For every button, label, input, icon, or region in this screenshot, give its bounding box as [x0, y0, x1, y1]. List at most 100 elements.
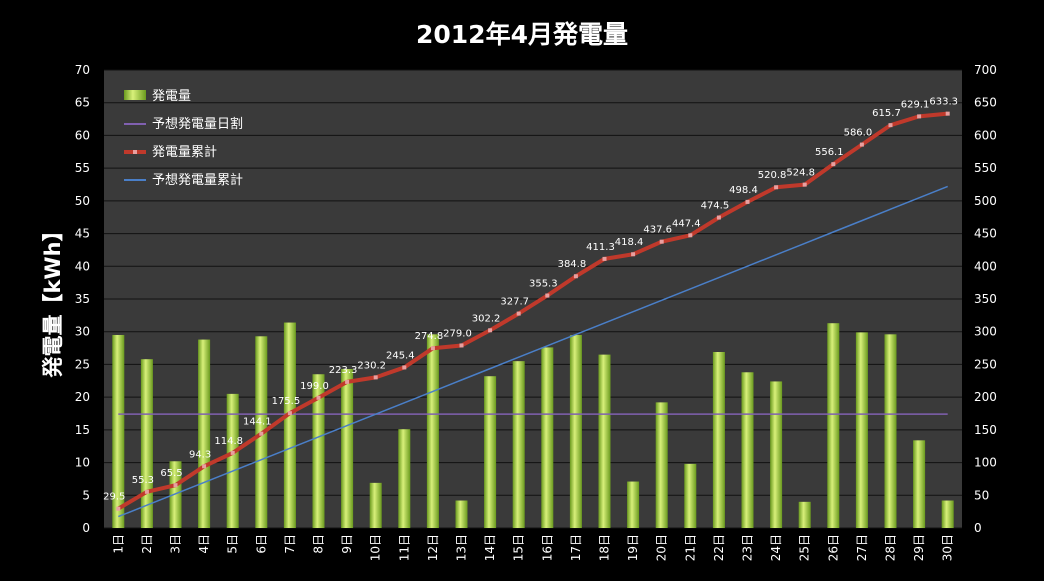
bar: [341, 369, 354, 528]
series-line-expected-cumulative: [118, 185, 948, 518]
data-label: 279.0: [443, 328, 472, 339]
bar: [598, 354, 611, 528]
bar: [655, 402, 668, 528]
right-tick-label: 100: [974, 456, 997, 470]
data-label: 629.1: [901, 99, 930, 110]
x-axis-ticks: 1日 2日 3日 4日 5日 6日 7日 8日 9日 10日 11日 12日 13日 14日 15日 16日 1…: [111, 534, 954, 561]
bar: [569, 334, 582, 528]
right-tick-label: 600: [974, 128, 997, 142]
gridlines: [104, 69, 962, 529]
x-tick-label: 2日: [140, 534, 154, 554]
cumulative-point: [745, 199, 750, 204]
x-tick-label: 30日: [941, 534, 955, 561]
x-tick-label: 1日: [111, 534, 125, 554]
bar: [627, 481, 640, 528]
x-tick-label: 13日: [455, 534, 469, 561]
data-label: 633.3: [929, 97, 958, 108]
cumulative-point: [516, 311, 521, 316]
x-tick-label: 7日: [283, 534, 297, 554]
cumulative-point: [259, 431, 264, 436]
right-tick-label: 0: [974, 521, 982, 535]
x-tick-label: 25日: [798, 534, 812, 561]
cumulative-point: [774, 185, 779, 190]
x-tick-label: 6日: [254, 534, 268, 554]
bar: [198, 339, 211, 528]
x-tick-label: 15日: [512, 534, 526, 561]
legend-label: 発電量累計: [152, 144, 217, 160]
data-label: 384.8: [558, 259, 587, 270]
bar: [512, 361, 525, 528]
bar: [712, 351, 725, 528]
legend-label: 発電量: [152, 89, 191, 104]
bar: [283, 322, 296, 528]
data-label: 411.3: [586, 242, 615, 253]
data-label: 302.2: [472, 313, 501, 324]
left-tick-label: 60: [75, 128, 90, 142]
data-label: 498.4: [729, 185, 758, 196]
cumulative-point: [345, 379, 350, 384]
data-label: 199.0: [300, 381, 329, 392]
left-tick-label: 30: [75, 325, 90, 339]
x-tick-label: 21日: [683, 534, 697, 561]
cumulative-point: [716, 215, 721, 220]
right-tick-label: 150: [974, 423, 997, 437]
data-label: 615.7: [872, 108, 901, 119]
x-tick-label: 8日: [312, 534, 326, 554]
cumulative-point: [173, 483, 178, 488]
bar: [312, 374, 325, 528]
x-tick-label: 26日: [826, 534, 840, 561]
left-tick-label: 15: [75, 423, 90, 437]
cumulative-point: [688, 233, 693, 238]
cumulative-point: [316, 395, 321, 400]
x-tick-label: 20日: [655, 534, 669, 561]
bar: [827, 323, 840, 528]
bar: [855, 332, 868, 528]
data-label: 29.5: [103, 492, 125, 503]
left-tick-label: 10: [75, 456, 90, 470]
bar: [941, 500, 954, 528]
left-axis-ticks: 0 5 10 15 20 25 30 35 40 45 50 55 60 65 70: [75, 63, 90, 535]
x-tick-label: 24日: [769, 534, 783, 561]
data-label: 223.3: [329, 365, 358, 376]
bar: [140, 359, 153, 528]
left-tick-label: 25: [75, 357, 90, 371]
bar: [455, 500, 468, 528]
right-tick-label: 650: [974, 96, 997, 110]
data-label: 447.4: [672, 218, 701, 229]
right-axis-ticks: 0 50 100 150 200 250 300 350 400 450 500 550 600 650 7…: [974, 63, 997, 535]
cumulative-point: [888, 123, 893, 128]
x-tick-label: 12日: [426, 534, 440, 561]
right-tick-label: 400: [974, 259, 997, 273]
cumulative-point: [859, 142, 864, 147]
data-label: 55.3: [132, 475, 154, 486]
data-label: 65.5: [160, 468, 182, 479]
left-tick-label: 5: [82, 488, 90, 502]
data-label: 327.7: [500, 297, 529, 308]
right-tick-label: 450: [974, 227, 997, 241]
cumulative-point: [659, 239, 664, 244]
data-label: 94.3: [189, 449, 211, 460]
right-tick-label: 50: [974, 488, 989, 502]
bar: [770, 381, 783, 528]
data-label: 114.8: [214, 436, 243, 447]
data-label: 144.1: [243, 417, 272, 428]
left-tick-label: 0: [82, 521, 90, 535]
x-tick-label: 4日: [197, 534, 211, 554]
cumulative-point: [373, 375, 378, 380]
bar: [369, 482, 382, 528]
series-line-cumulative: [117, 111, 948, 511]
x-tick-label: 23日: [741, 534, 755, 561]
left-tick-label: 50: [75, 194, 90, 208]
bar-series: [112, 322, 954, 528]
x-tick-label: 18日: [598, 534, 612, 561]
legend-label: 予想発電量累計: [152, 172, 243, 188]
bar: [798, 501, 811, 528]
cumulative-point: [945, 111, 950, 116]
chart-title: 2012年4月発電量: [416, 20, 628, 49]
x-tick-label: 3日: [169, 534, 183, 554]
x-tick-label: 28日: [884, 534, 898, 561]
legend-label: 予想発電量日割: [152, 116, 243, 132]
left-tick-label: 40: [75, 259, 90, 273]
x-tick-label: 29日: [912, 534, 926, 561]
